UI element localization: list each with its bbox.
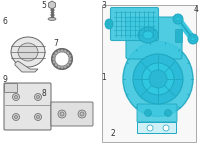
Circle shape bbox=[176, 17, 180, 21]
Circle shape bbox=[163, 125, 169, 131]
Circle shape bbox=[12, 113, 20, 121]
FancyBboxPatch shape bbox=[4, 83, 51, 130]
Text: 1: 1 bbox=[102, 72, 106, 81]
FancyBboxPatch shape bbox=[137, 104, 177, 122]
Circle shape bbox=[68, 54, 71, 57]
Circle shape bbox=[64, 50, 67, 53]
Circle shape bbox=[53, 61, 56, 64]
Ellipse shape bbox=[149, 70, 167, 88]
Text: 7: 7 bbox=[54, 40, 58, 49]
Circle shape bbox=[69, 57, 72, 61]
Ellipse shape bbox=[123, 41, 193, 117]
Ellipse shape bbox=[142, 63, 174, 95]
Ellipse shape bbox=[133, 54, 183, 104]
Circle shape bbox=[57, 65, 60, 68]
Ellipse shape bbox=[105, 19, 113, 29]
Circle shape bbox=[64, 65, 67, 68]
Circle shape bbox=[54, 64, 57, 66]
Circle shape bbox=[60, 66, 64, 69]
Circle shape bbox=[78, 110, 86, 118]
Circle shape bbox=[57, 50, 60, 53]
Circle shape bbox=[67, 64, 70, 66]
Ellipse shape bbox=[143, 31, 153, 39]
Circle shape bbox=[14, 96, 18, 98]
Circle shape bbox=[144, 110, 152, 117]
Circle shape bbox=[52, 57, 55, 61]
Circle shape bbox=[188, 34, 198, 44]
Circle shape bbox=[60, 112, 64, 116]
Circle shape bbox=[35, 113, 42, 121]
Circle shape bbox=[14, 116, 18, 118]
Circle shape bbox=[68, 61, 71, 64]
Text: 6: 6 bbox=[3, 16, 7, 25]
Text: 4: 4 bbox=[194, 5, 198, 14]
Circle shape bbox=[67, 51, 70, 55]
Circle shape bbox=[54, 51, 57, 55]
FancyBboxPatch shape bbox=[176, 30, 182, 42]
Ellipse shape bbox=[11, 37, 45, 67]
Circle shape bbox=[36, 96, 40, 98]
Ellipse shape bbox=[48, 17, 56, 20]
Text: 9: 9 bbox=[3, 75, 7, 83]
Circle shape bbox=[58, 110, 66, 118]
FancyBboxPatch shape bbox=[51, 102, 93, 126]
FancyBboxPatch shape bbox=[4, 83, 18, 92]
Circle shape bbox=[60, 49, 64, 52]
Polygon shape bbox=[15, 61, 38, 72]
FancyBboxPatch shape bbox=[102, 5, 196, 142]
Circle shape bbox=[53, 54, 56, 57]
Text: 5: 5 bbox=[42, 1, 46, 10]
Circle shape bbox=[35, 93, 42, 101]
Polygon shape bbox=[49, 1, 55, 9]
Ellipse shape bbox=[138, 27, 158, 43]
Text: 3: 3 bbox=[102, 0, 106, 10]
Circle shape bbox=[173, 14, 183, 24]
Circle shape bbox=[191, 37, 195, 41]
Circle shape bbox=[12, 93, 20, 101]
Circle shape bbox=[164, 110, 172, 117]
Circle shape bbox=[147, 125, 153, 131]
Text: 2: 2 bbox=[111, 128, 115, 137]
Circle shape bbox=[36, 116, 40, 118]
FancyBboxPatch shape bbox=[110, 7, 158, 41]
Ellipse shape bbox=[18, 43, 38, 61]
FancyBboxPatch shape bbox=[126, 17, 182, 59]
FancyBboxPatch shape bbox=[138, 122, 177, 133]
Text: 8: 8 bbox=[42, 88, 46, 97]
Circle shape bbox=[80, 112, 84, 116]
